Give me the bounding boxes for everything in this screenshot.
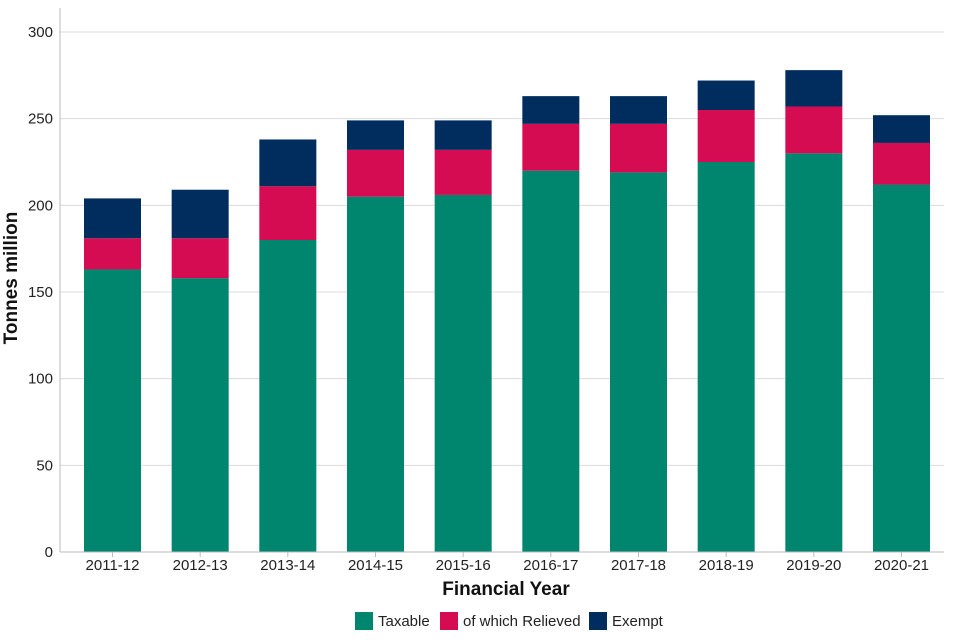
bar-segment-exempt [522,96,580,124]
x-tick-label: 2016-17 [523,557,578,574]
bar-segment-exempt [347,120,404,150]
bar-segment-exempt [697,80,755,110]
legend-swatch [589,612,607,630]
bar-segment-of-which-relieved [785,106,843,154]
legend-label: Exempt [612,613,664,630]
bar-segment-of-which-relieved [873,142,930,185]
y-tick-label: 250 [28,111,53,128]
x-tick-label: 2017-18 [611,557,666,574]
bar-segment-of-which-relieved [171,238,229,279]
y-tick-label: 300 [28,24,53,41]
x-axis-title: Financial Year [442,579,570,600]
x-axis-ticks: 2011-12 2012-13 2013-14 2014-15 2015-16 2016-… [86,552,929,574]
legend-label: of which Relieved [463,613,581,630]
bar-segment-taxable [259,240,317,552]
bar-segment-of-which-relieved [522,123,580,171]
bar-segment-of-which-relieved [697,110,755,162]
legend: Taxable of which Relieved Exempt [355,612,664,630]
bar-segment-taxable [697,162,755,552]
x-tick-label: 2018-19 [699,557,754,574]
y-tick-label: 200 [28,197,53,214]
legend-swatch [440,612,458,630]
legend-swatch [355,612,373,630]
bar-segment-of-which-relieved [259,186,317,240]
bar-segment-exempt [434,120,492,150]
y-tick-label: 50 [36,457,53,474]
y-tick-label: 100 [28,371,53,388]
bar-segment-taxable [873,184,930,553]
bar-segment-of-which-relieved [434,149,492,195]
x-tick-label: 2019-20 [786,557,841,574]
x-tick-label: 2015-16 [436,557,491,574]
bar-segment-taxable [84,269,141,552]
bar-segment-taxable [522,170,580,552]
bar-segment-taxable [610,172,667,552]
y-tick-label: 150 [28,284,53,301]
bar-segment-exempt [610,96,667,124]
bars [84,70,930,553]
bar-segment-taxable [434,194,492,552]
bar-segment-exempt [259,139,317,187]
bar-segment-of-which-relieved [610,123,667,173]
bar-segment-exempt [873,115,930,143]
bar-segment-taxable [171,278,229,552]
bar-segment-exempt [84,198,141,239]
x-tick-label: 2012-13 [173,557,228,574]
bar-segment-taxable [347,196,404,552]
bar-segment-taxable [785,153,843,553]
y-axis-title: Tonnes million [1,212,22,345]
x-tick-label: 2020-21 [874,557,929,574]
bar-segment-of-which-relieved [84,238,141,270]
y-tick-label: 0 [45,544,53,561]
bar-segment-of-which-relieved [347,149,404,197]
bar-segment-exempt [171,189,229,239]
x-tick-label: 2013-14 [260,557,315,574]
x-tick-label: 2011-12 [86,557,140,574]
legend-label: Taxable [378,613,430,630]
bar-segment-exempt [785,70,843,107]
y-axis-ticks: 0 50 100 150 200 250 300 [28,24,53,561]
x-tick-label: 2014-15 [348,557,403,574]
